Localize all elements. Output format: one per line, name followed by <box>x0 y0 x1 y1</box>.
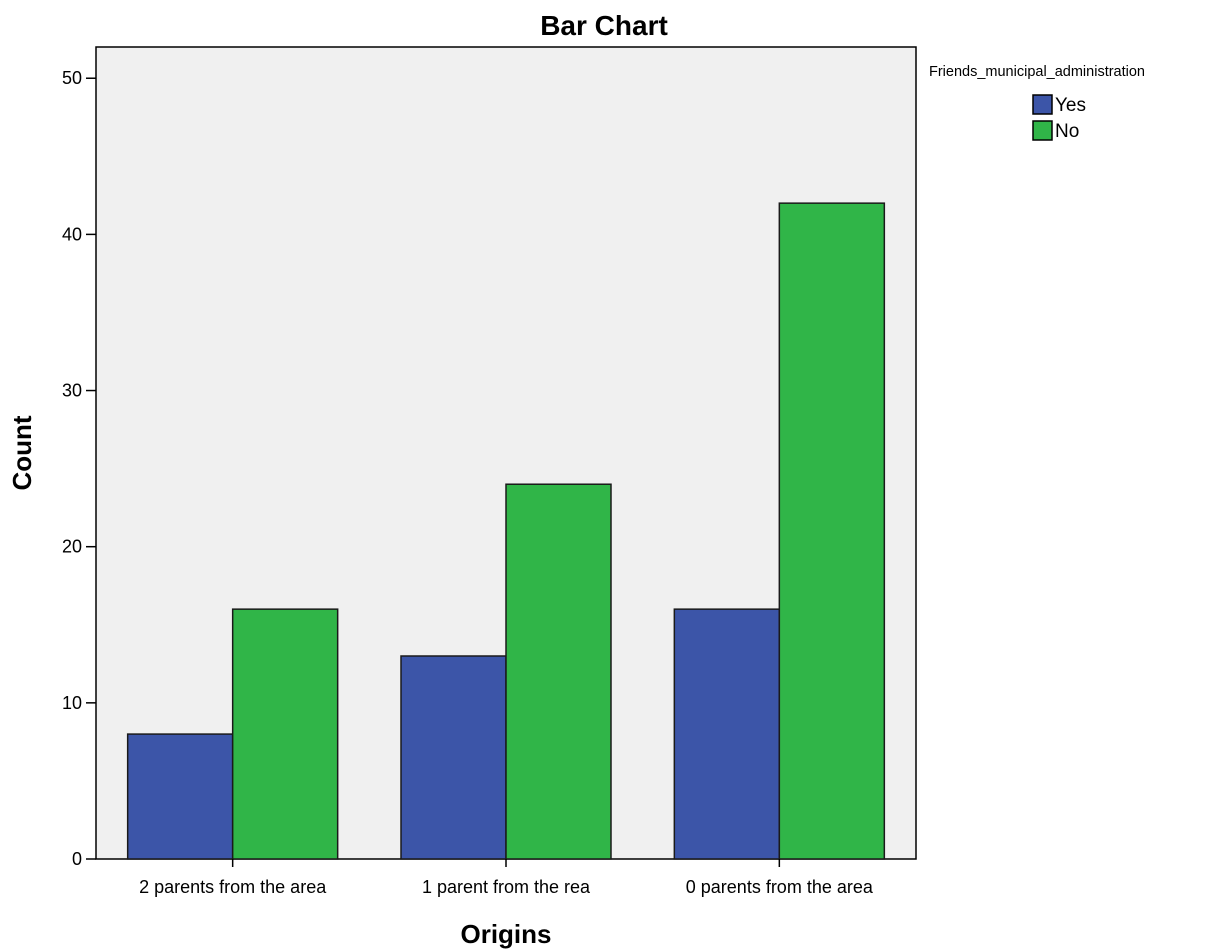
legend-items: Yes No <box>1032 94 1086 142</box>
y-tick-label: 20 <box>62 537 82 557</box>
x-axis: 2 parents from the area 1 parent from the… <box>139 859 874 897</box>
bars-layer <box>126 202 886 860</box>
x-tick-label: 2 parents from the area <box>139 877 327 897</box>
bar-yes-1 <box>126 733 234 860</box>
x-axis-title: Origins <box>460 919 551 949</box>
y-axis: 0 10 20 30 40 50 <box>62 68 96 869</box>
bar-yes-2 <box>400 655 507 860</box>
chart-title: Bar Chart <box>540 10 668 41</box>
legend-label-no: No <box>1055 121 1079 142</box>
y-tick-label: 30 <box>62 381 82 401</box>
y-axis-title: Count <box>7 415 37 490</box>
x-tick-label: 1 parent from the rea <box>422 877 591 897</box>
bar-no-3 <box>778 202 886 860</box>
bar-no-2 <box>505 483 612 860</box>
y-tick-label: 50 <box>62 68 82 88</box>
x-tick-label: 0 parents from the area <box>686 877 874 897</box>
bar-no-1 <box>231 608 339 860</box>
legend-label-yes: Yes <box>1055 95 1086 116</box>
bar-yes-3 <box>673 608 781 860</box>
y-tick-label: 40 <box>62 224 82 244</box>
legend-swatch-yes <box>1032 94 1053 115</box>
y-tick-label: 10 <box>62 693 82 713</box>
y-tick-label: 0 <box>72 849 82 869</box>
legend-title: Friends_municipal_administration <box>929 64 1145 80</box>
legend-swatch-no <box>1032 120 1053 141</box>
legend: Friends_municipal_administration Yes No <box>929 64 1145 142</box>
